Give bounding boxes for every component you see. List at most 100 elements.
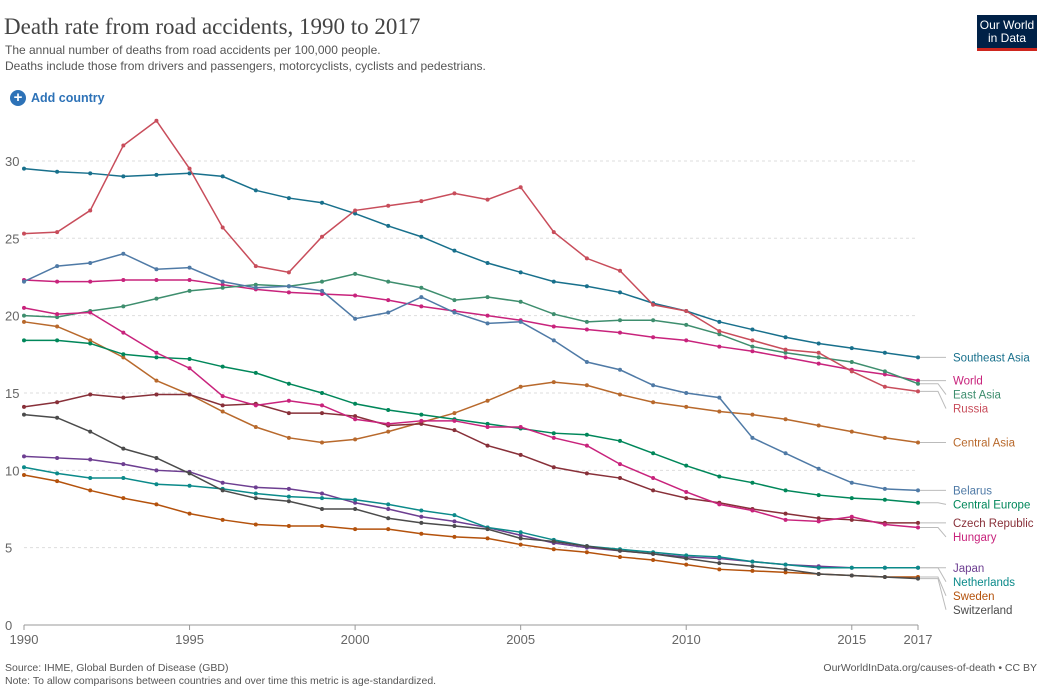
- data-point: [849, 565, 854, 570]
- data-point: [518, 384, 523, 389]
- data-point: [916, 488, 920, 493]
- data-point: [816, 519, 821, 524]
- data-point: [88, 171, 93, 176]
- data-point: [551, 431, 556, 436]
- series-label: Netherlands: [953, 577, 1015, 589]
- data-point: [286, 486, 291, 491]
- data-point: [154, 350, 159, 355]
- data-point: [651, 335, 656, 340]
- data-point: [684, 390, 689, 395]
- owid-logo[interactable]: Our World in Data: [977, 15, 1037, 51]
- data-point: [88, 392, 93, 397]
- data-point: [353, 527, 358, 532]
- data-point: [750, 559, 755, 564]
- data-point: [584, 327, 589, 332]
- data-point: [55, 479, 60, 484]
- credit-link[interactable]: OurWorldInData.org/causes-of-death • CC …: [823, 662, 1037, 674]
- data-point: [717, 561, 722, 566]
- data-point: [518, 536, 523, 541]
- data-point: [419, 421, 424, 426]
- data-point: [220, 517, 225, 522]
- data-point: [684, 308, 689, 313]
- data-point: [253, 264, 258, 269]
- data-point: [22, 454, 26, 459]
- data-point: [386, 506, 391, 511]
- data-point: [485, 398, 490, 403]
- data-point: [88, 457, 93, 462]
- data-point: [386, 429, 391, 434]
- data-point: [55, 279, 60, 284]
- data-point: [584, 360, 589, 365]
- data-point: [651, 551, 656, 556]
- data-point: [419, 285, 424, 290]
- data-point: [286, 411, 291, 416]
- data-point: [187, 511, 192, 516]
- data-point: [882, 435, 887, 440]
- data-point: [353, 506, 358, 511]
- data-point: [55, 400, 60, 405]
- data-point: [253, 403, 258, 408]
- series-line: [23, 393, 918, 524]
- data-point: [882, 350, 887, 355]
- data-point: [882, 575, 887, 580]
- series-label: Central Europe: [953, 499, 1030, 511]
- data-point: [551, 539, 556, 544]
- data-point: [286, 270, 291, 275]
- data-point: [551, 547, 556, 552]
- data-point: [485, 421, 490, 426]
- data-point: [717, 409, 722, 414]
- data-point: [684, 404, 689, 409]
- data-point: [816, 361, 821, 366]
- data-point: [88, 310, 93, 315]
- axes: 0 5 10 15 20 25 30 1990 1995 2000 2005 2010 2015 2017: [5, 154, 932, 647]
- series-labels: Southeast Asia World East Asia Russia Centra…: [920, 352, 1034, 617]
- data-point: [849, 573, 854, 578]
- data-point: [916, 381, 920, 386]
- data-point: [584, 550, 589, 555]
- data-point: [916, 440, 920, 445]
- data-point: [187, 366, 192, 371]
- data-point: [882, 486, 887, 491]
- data-point: [353, 208, 358, 213]
- series-label: Southeast Asia: [953, 352, 1030, 364]
- data-point: [750, 435, 755, 440]
- data-point: [816, 493, 821, 498]
- data-point: [849, 369, 854, 374]
- series-label: Hungary: [953, 532, 997, 544]
- data-point: [187, 483, 192, 488]
- data-point: [22, 412, 26, 417]
- data-point: [816, 516, 821, 521]
- data-point: [849, 514, 854, 519]
- data-point: [783, 488, 788, 493]
- series-line: [23, 307, 919, 529]
- data-point: [618, 330, 622, 335]
- data-point: [353, 437, 358, 442]
- data-point: [783, 567, 788, 572]
- data-point: [55, 455, 60, 460]
- data-point: [485, 425, 490, 429]
- series-line: [23, 466, 918, 569]
- data-point: [750, 508, 755, 513]
- data-point: [154, 267, 159, 272]
- data-point: [353, 293, 358, 298]
- data-point: [320, 234, 324, 239]
- data-point: [882, 522, 887, 527]
- data-point: [22, 338, 26, 343]
- data-point: [320, 496, 324, 501]
- add-country-button[interactable]: + Add country: [10, 90, 105, 106]
- data-point: [286, 494, 291, 499]
- data-point: [353, 417, 358, 422]
- data-point: [849, 346, 854, 351]
- data-point: [320, 390, 324, 395]
- series-label: Central Asia: [953, 437, 1016, 449]
- data-point: [386, 502, 391, 507]
- data-point: [849, 360, 854, 365]
- data-point: [584, 256, 589, 261]
- series-line: [23, 279, 919, 382]
- page-title: Death rate from road accidents, 1990 to …: [4, 14, 421, 39]
- label-connector: [920, 502, 947, 505]
- series-lines: [22, 118, 920, 581]
- data-point: [684, 553, 689, 558]
- label-connector: [920, 578, 947, 610]
- y-tick-label: 5: [5, 541, 12, 556]
